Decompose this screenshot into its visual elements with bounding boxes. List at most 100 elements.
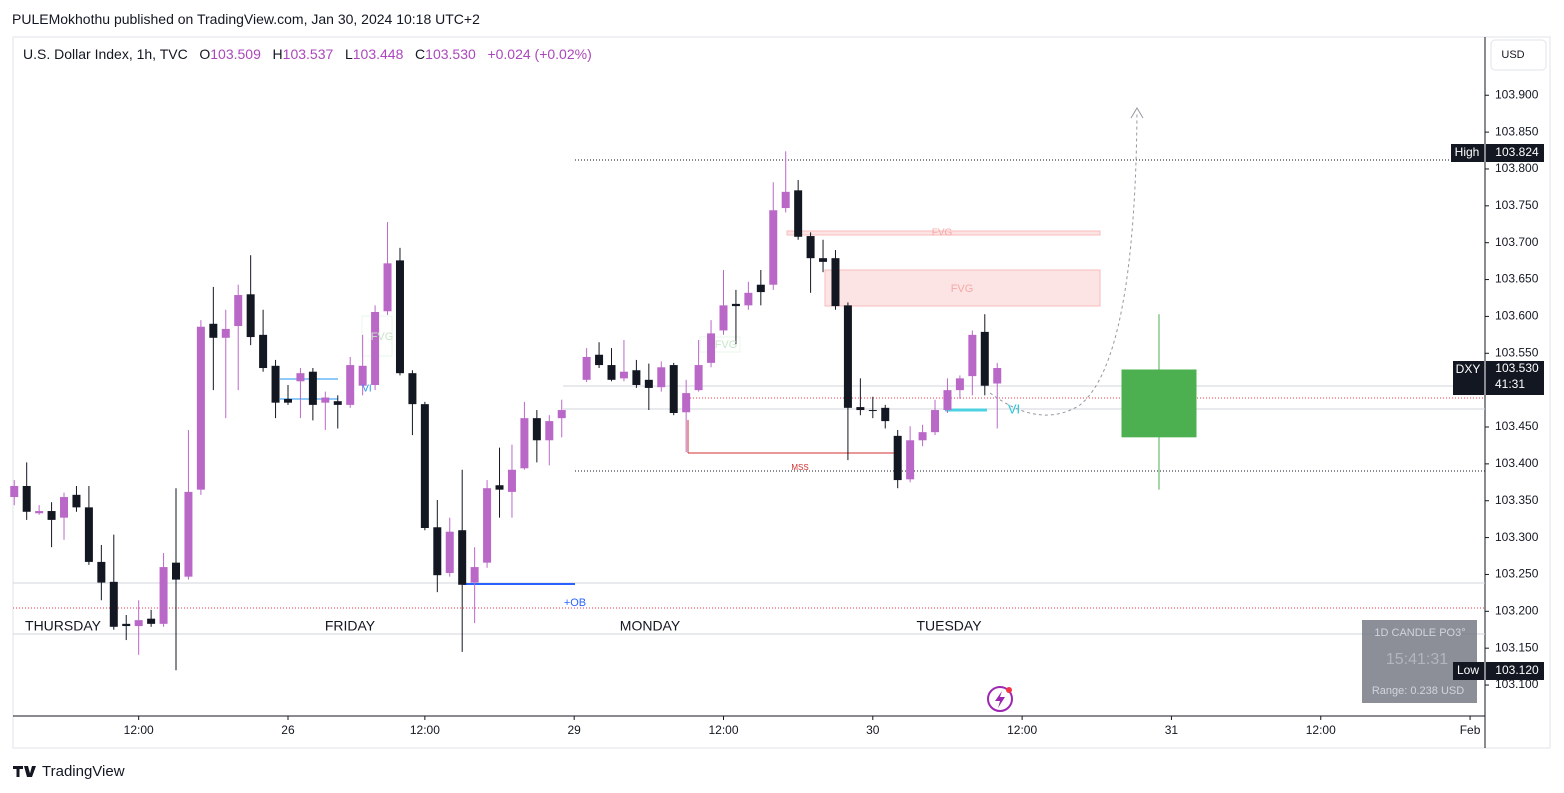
candle-body bbox=[383, 263, 392, 312]
candle-body bbox=[35, 511, 44, 514]
h-label: H bbox=[272, 46, 283, 62]
candle-body bbox=[321, 397, 330, 403]
change: +0.024 (+0.02%) bbox=[487, 46, 592, 62]
candle-body bbox=[283, 398, 292, 403]
countdown: 41:31 bbox=[1495, 377, 1525, 391]
candle-body bbox=[731, 303, 740, 307]
low-tag-value: 103.120 bbox=[1495, 663, 1539, 677]
candle-body bbox=[694, 365, 703, 391]
fvg-label: FVG bbox=[932, 228, 953, 239]
day-label: TUESDAY bbox=[916, 618, 982, 634]
y-tick-label: 103.250 bbox=[1495, 567, 1539, 581]
candle-body bbox=[707, 333, 716, 363]
x-tick-label: 12:00 bbox=[410, 723, 440, 737]
y-tick-label: 103.450 bbox=[1495, 419, 1539, 433]
candle-body bbox=[358, 365, 367, 386]
y-tick-label: 103.100 bbox=[1495, 677, 1539, 691]
candle-body bbox=[308, 371, 317, 405]
brand: TradingView bbox=[42, 763, 125, 780]
candle-body bbox=[682, 393, 691, 413]
alert-dot bbox=[1006, 687, 1012, 693]
c-label: C bbox=[415, 46, 426, 62]
candle-body bbox=[72, 494, 81, 508]
candles bbox=[10, 151, 1197, 671]
candle-body bbox=[483, 488, 492, 563]
candle-body bbox=[259, 334, 268, 369]
po3-widget bbox=[1362, 620, 1477, 703]
candle-body bbox=[147, 618, 156, 624]
candle-body bbox=[557, 410, 566, 419]
candle-body bbox=[433, 527, 442, 576]
tv-logo bbox=[13, 766, 36, 777]
vi-label: VI bbox=[362, 384, 371, 395]
candle-body bbox=[868, 410, 877, 412]
candle-body bbox=[955, 378, 964, 391]
candle-body bbox=[794, 190, 803, 237]
candle-body bbox=[109, 581, 118, 627]
y-tick-label: 103.150 bbox=[1495, 640, 1539, 654]
dxy-tag bbox=[1453, 361, 1544, 395]
x-tick-label: 12:00 bbox=[708, 723, 738, 737]
candle-body bbox=[420, 404, 429, 529]
l-label: L bbox=[344, 46, 353, 62]
low-tag-label: Low bbox=[1457, 663, 1479, 677]
candle-body bbox=[221, 328, 230, 338]
projection-arrow bbox=[1130, 107, 1144, 119]
fvg-box bbox=[824, 269, 1101, 307]
candle-body bbox=[470, 567, 479, 583]
y-tick-label: 103.850 bbox=[1495, 124, 1539, 138]
candle-body bbox=[134, 620, 143, 627]
candle-body bbox=[122, 623, 131, 627]
candle-body bbox=[831, 258, 840, 307]
y-tick-label: 103.900 bbox=[1495, 87, 1539, 101]
x-tick-label: 29 bbox=[567, 723, 581, 737]
fvg-box bbox=[786, 230, 1101, 236]
dxy-tag-label: DXY bbox=[1456, 362, 1481, 376]
y-tick-label: 103.800 bbox=[1495, 161, 1539, 175]
candle-body bbox=[532, 418, 541, 441]
x-tick-label: 12:00 bbox=[1306, 723, 1336, 737]
candle-body bbox=[968, 334, 977, 377]
candle-body bbox=[395, 260, 404, 374]
candle-body bbox=[507, 469, 516, 492]
widget-timer: 15:41:31 bbox=[1386, 651, 1448, 668]
currency-button[interactable] bbox=[1490, 39, 1547, 71]
candle-body bbox=[196, 326, 205, 490]
candle-body bbox=[607, 365, 616, 380]
mss-label: MSS bbox=[791, 463, 808, 472]
widget-range: Range: 0.238 USD bbox=[1372, 685, 1464, 697]
y-tick-label: 103.650 bbox=[1495, 272, 1539, 286]
candle-body bbox=[1121, 369, 1197, 438]
day-label: THURSDAY bbox=[25, 618, 102, 634]
y-tick-label: 103.400 bbox=[1495, 456, 1539, 470]
day-label: FRIDAY bbox=[325, 618, 376, 634]
candle-body bbox=[744, 292, 753, 306]
candle-body bbox=[271, 365, 280, 403]
candle-body bbox=[781, 191, 790, 209]
candle-body bbox=[619, 371, 628, 379]
x-tick-label: Feb bbox=[1460, 723, 1481, 737]
frame: USD 103.100 103.150 103.200 103.250 103.300 1… bbox=[12, 36, 1551, 749]
high-tag bbox=[1451, 144, 1544, 162]
candle-body bbox=[545, 421, 554, 441]
candle-body bbox=[856, 407, 865, 411]
candle-body bbox=[47, 511, 56, 520]
dxy-tag-value: 103.530 bbox=[1495, 361, 1539, 375]
candle-body bbox=[644, 379, 653, 388]
y-tick-label: 103.750 bbox=[1495, 198, 1539, 212]
frame-border bbox=[12, 36, 1551, 749]
candle-body bbox=[756, 284, 765, 293]
l-value: 103.448 bbox=[352, 46, 404, 62]
candle-body bbox=[10, 485, 19, 498]
candle-body bbox=[234, 295, 243, 326]
candle-body bbox=[495, 485, 504, 490]
candle-body bbox=[97, 561, 106, 583]
c-value: 103.530 bbox=[425, 46, 476, 62]
y-tick-label: 103.600 bbox=[1495, 309, 1539, 323]
legend-row: U.S. Dollar Index, 1h, TVC O103.509 H103… bbox=[23, 46, 592, 62]
candle-body bbox=[172, 562, 181, 580]
alert-icon[interactable] bbox=[987, 686, 1013, 712]
candle-body bbox=[893, 435, 902, 481]
candle-body bbox=[209, 323, 218, 338]
